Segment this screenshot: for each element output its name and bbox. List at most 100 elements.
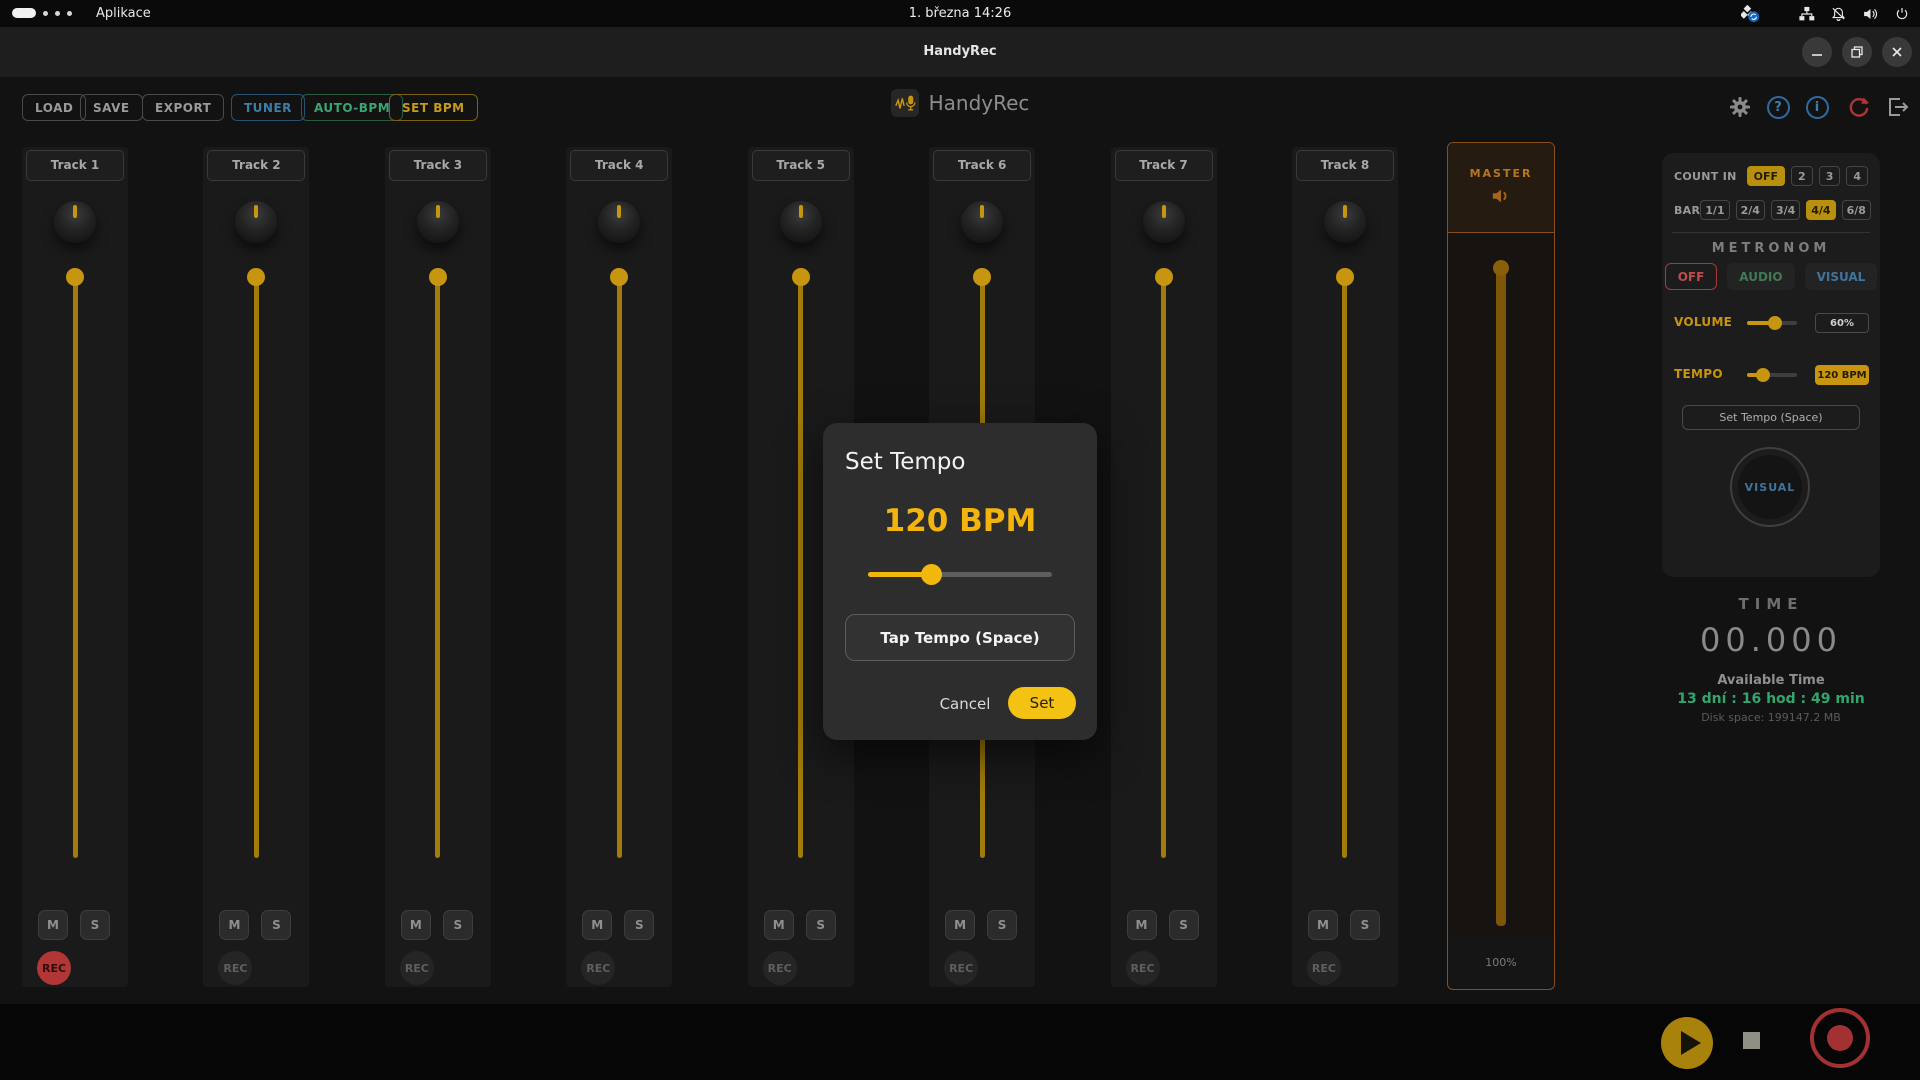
track-strip: Track 1 M S REC bbox=[22, 147, 128, 987]
option-3[interactable]: 3 bbox=[1818, 166, 1841, 186]
slider-handle[interactable] bbox=[1768, 316, 1782, 330]
record-button[interactable] bbox=[1810, 1008, 1870, 1068]
solo-button[interactable]: S bbox=[80, 910, 110, 940]
play-button[interactable] bbox=[1661, 1017, 1713, 1069]
pan-knob[interactable] bbox=[1142, 201, 1185, 243]
tuner-button[interactable]: TUNER bbox=[231, 94, 305, 121]
set-bpm-button[interactable]: SET BPM bbox=[389, 94, 478, 121]
volume-fader-handle[interactable] bbox=[791, 268, 810, 286]
option-visual[interactable]: VISUAL bbox=[1804, 263, 1878, 290]
option-3-4[interactable]: 3/4 bbox=[1770, 200, 1801, 220]
slider-handle[interactable] bbox=[920, 564, 942, 585]
app-title: HandyRec bbox=[928, 91, 1030, 115]
volume-fader-handle[interactable] bbox=[610, 268, 629, 286]
slider-fill bbox=[868, 572, 931, 577]
set-button[interactable]: Set bbox=[1008, 687, 1076, 719]
solo-button[interactable]: S bbox=[624, 910, 655, 940]
app-menu[interactable]: Aplikace bbox=[96, 6, 151, 21]
option-1-1[interactable]: 1/1 bbox=[1700, 200, 1730, 220]
solo-button[interactable]: S bbox=[987, 910, 1018, 940]
save-button[interactable]: SAVE bbox=[80, 94, 143, 121]
close-button[interactable] bbox=[1882, 37, 1912, 67]
volume-fader-handle[interactable] bbox=[66, 268, 84, 286]
solo-button[interactable]: S bbox=[442, 910, 473, 940]
reset-icon[interactable] bbox=[1847, 95, 1871, 119]
rec-button[interactable]: REC bbox=[37, 951, 71, 985]
mute-button[interactable]: M bbox=[945, 910, 976, 940]
mute-button[interactable]: M bbox=[763, 910, 794, 940]
pan-knob[interactable] bbox=[779, 201, 822, 243]
cancel-button[interactable]: Cancel bbox=[939, 695, 991, 713]
option-6-8[interactable]: 6/8 bbox=[1841, 200, 1871, 220]
rec-button[interactable]: REC bbox=[399, 951, 434, 985]
stop-button[interactable] bbox=[1743, 1032, 1760, 1049]
track-label: Track 8 bbox=[1295, 150, 1394, 181]
volume-fader-track bbox=[253, 277, 259, 858]
auto-bpm-button[interactable]: AUTO-BPM bbox=[301, 94, 404, 121]
solo-button[interactable]: S bbox=[261, 910, 292, 940]
mute-button[interactable]: M bbox=[400, 910, 431, 940]
gear-icon[interactable] bbox=[1728, 95, 1752, 119]
metronome-volume-slider[interactable] bbox=[1747, 316, 1797, 330]
slider-handle[interactable] bbox=[1756, 368, 1770, 382]
option-off[interactable]: OFF bbox=[1746, 166, 1786, 186]
option-2-4[interactable]: 2/4 bbox=[1735, 200, 1765, 220]
exit-icon[interactable] bbox=[1886, 95, 1910, 119]
network-icon[interactable] bbox=[1798, 6, 1815, 22]
dialog-tempo-slider[interactable] bbox=[868, 564, 1052, 585]
minimize-button[interactable] bbox=[1802, 37, 1832, 67]
rec-button[interactable]: REC bbox=[581, 951, 616, 985]
volume-fader-handle[interactable] bbox=[428, 268, 447, 286]
mute-button[interactable]: M bbox=[582, 910, 613, 940]
volume-fader-handle[interactable] bbox=[1154, 268, 1173, 286]
pan-knob[interactable] bbox=[54, 201, 96, 243]
metronome-tempo-value: 120 BPM bbox=[1815, 365, 1869, 385]
tap-tempo-button[interactable]: Tap Tempo (Space) bbox=[845, 614, 1075, 661]
power-icon[interactable] bbox=[1894, 6, 1910, 22]
mute-button[interactable]: M bbox=[1307, 910, 1338, 940]
volume-fader-handle[interactable] bbox=[973, 268, 992, 286]
pan-knob[interactable] bbox=[598, 201, 641, 243]
solo-button[interactable]: S bbox=[1349, 910, 1380, 940]
option-4[interactable]: 4 bbox=[1846, 166, 1868, 186]
solo-button[interactable]: S bbox=[805, 910, 836, 940]
mute-button[interactable]: M bbox=[38, 910, 68, 940]
workspace-app-icon[interactable] bbox=[1741, 4, 1761, 23]
option-4-4[interactable]: 4/4 bbox=[1806, 200, 1836, 220]
clock[interactable]: 1. března 14:26 bbox=[908, 6, 1012, 21]
load-button[interactable]: LOAD bbox=[22, 94, 87, 121]
help-icon[interactable]: ? bbox=[1766, 95, 1790, 119]
bell-muted-icon[interactable] bbox=[1830, 6, 1847, 22]
bar-label: BAR bbox=[1674, 203, 1701, 217]
speaker-icon[interactable] bbox=[1862, 6, 1879, 22]
volume-fader-track bbox=[1342, 277, 1348, 858]
option-audio[interactable]: AUDIO bbox=[1727, 263, 1795, 290]
rec-button[interactable]: REC bbox=[1306, 951, 1341, 985]
pan-knob[interactable] bbox=[1323, 201, 1366, 243]
option-2[interactable]: 2 bbox=[1791, 166, 1813, 186]
rec-button[interactable]: REC bbox=[944, 951, 979, 985]
info-icon[interactable]: i bbox=[1805, 95, 1829, 119]
mute-button[interactable]: M bbox=[1126, 910, 1157, 940]
restore-button[interactable] bbox=[1842, 37, 1872, 67]
option-off[interactable]: OFF bbox=[1664, 263, 1718, 290]
knob-indicator bbox=[617, 205, 622, 218]
rec-button[interactable]: REC bbox=[1125, 951, 1160, 985]
volume-fader-handle[interactable] bbox=[247, 268, 266, 286]
dialog-bpm-value: 120 BPM bbox=[883, 503, 1037, 539]
export-button[interactable]: EXPORT bbox=[142, 94, 225, 121]
pan-knob[interactable] bbox=[235, 201, 278, 243]
metronome-tempo-slider[interactable] bbox=[1747, 368, 1797, 382]
rec-button[interactable]: REC bbox=[218, 951, 253, 985]
volume-fader-handle[interactable] bbox=[1335, 268, 1354, 286]
mute-button[interactable]: M bbox=[219, 910, 250, 940]
solo-button[interactable]: S bbox=[1168, 910, 1199, 940]
pan-knob[interactable] bbox=[961, 201, 1004, 243]
rec-button[interactable]: REC bbox=[762, 951, 797, 985]
pan-knob[interactable] bbox=[416, 201, 459, 243]
master-speaker-icon[interactable] bbox=[1490, 186, 1512, 206]
master-fader-handle[interactable] bbox=[1493, 260, 1509, 276]
visual-beat-label: VISUAL bbox=[1738, 455, 1802, 519]
activities-indicator[interactable] bbox=[12, 8, 72, 18]
set-tempo-panel-button[interactable]: Set Tempo (Space) bbox=[1682, 405, 1860, 430]
